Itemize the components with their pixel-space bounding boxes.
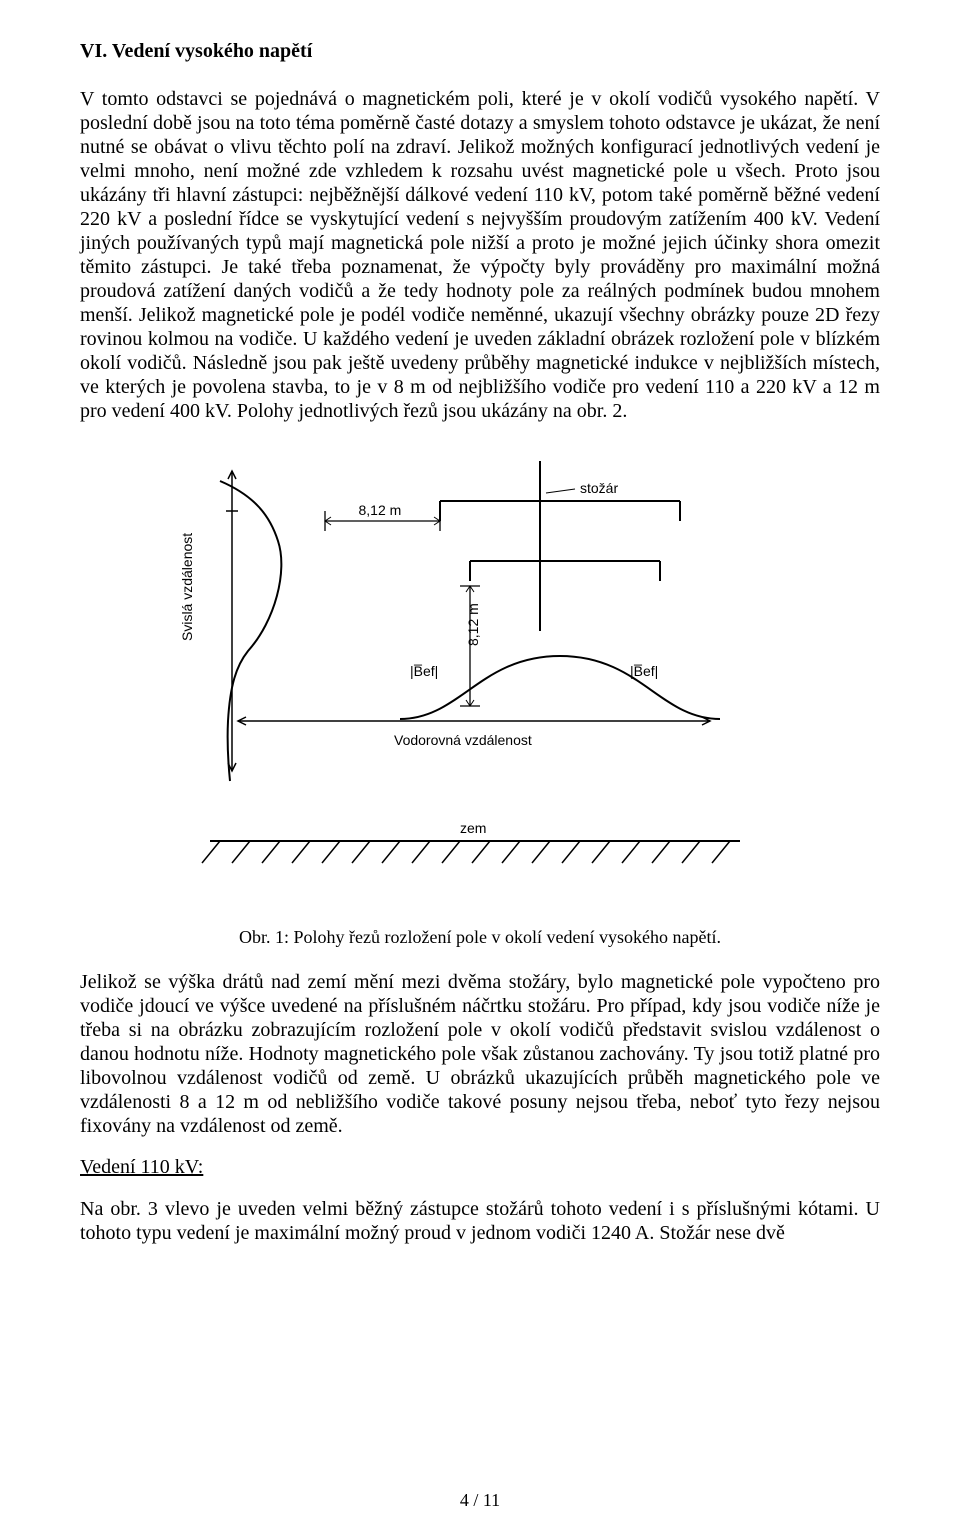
page: VI. Vedení vysokého napětí V tomto odsta…	[0, 0, 960, 1537]
svg-text:8,12 m: 8,12 m	[359, 502, 402, 518]
svg-text:|B̅ef|: |B̅ef|	[630, 663, 658, 679]
subsection-heading: Vedení 110 kV:	[80, 1156, 880, 1179]
svg-text:zem: zem	[460, 820, 486, 836]
svg-text:Svislá vzdálenost: Svislá vzdálenost	[179, 533, 195, 641]
paragraph-3: Na obr. 3 vlevo je uveden velmi běžný zá…	[80, 1197, 880, 1245]
section-heading: VI. Vedení vysokého napětí	[80, 40, 880, 63]
page-number: 4 / 11	[0, 1490, 960, 1511]
svg-text:8,12 m: 8,12 m	[465, 603, 481, 646]
svg-text:|B̅ef|: |B̅ef|	[410, 663, 438, 679]
figure-svg: stožár Svislá vzdálenost Vodorovná vzdálen…	[160, 441, 800, 921]
svg-text:stožár: stožár	[580, 480, 618, 496]
figure-caption: Obr. 1: Polohy řezů rozložení pole v oko…	[80, 927, 880, 948]
paragraph-1: V tomto odstavci se pojednává o magnetic…	[80, 87, 880, 423]
figure-1: stožár Svislá vzdálenost Vodorovná vzdálen…	[80, 441, 880, 921]
paragraph-2: Jelikož se výška drátů nad zemí mění mez…	[80, 970, 880, 1138]
svg-text:Vodorovná vzdálenost: Vodorovná vzdálenost	[394, 732, 532, 748]
